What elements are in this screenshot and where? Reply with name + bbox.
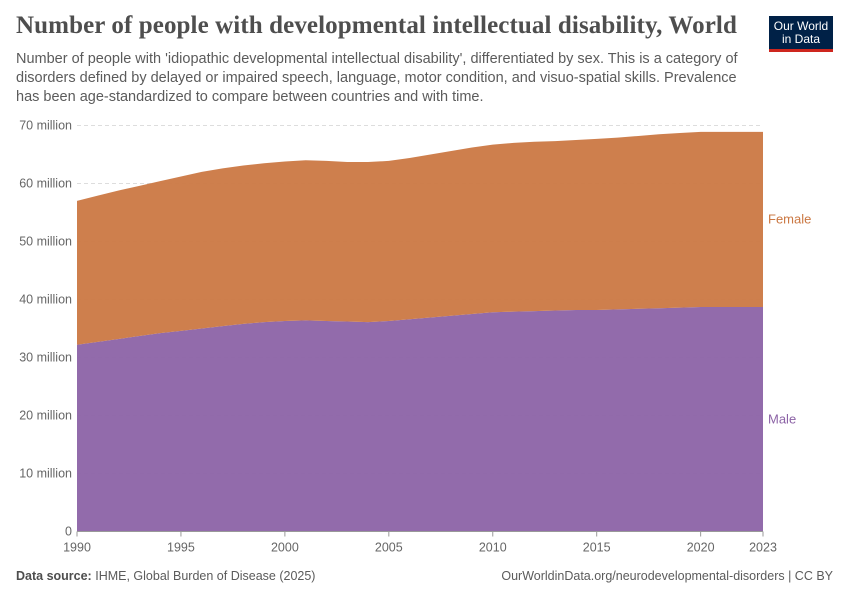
source-label: Data source: — [16, 569, 92, 583]
x-tick-label: 1995 — [167, 541, 195, 555]
area-female — [77, 131, 763, 345]
owid-logo[interactable]: Our World in Data — [769, 16, 833, 52]
chart-subtitle: Number of people with 'idiopathic develo… — [16, 51, 738, 105]
x-tick-label: 2020 — [687, 541, 715, 555]
chart-title: Number of people with developmental inte… — [16, 12, 737, 39]
x-tick-label: 1990 — [63, 541, 91, 555]
x-tick-label: 2000 — [271, 541, 299, 555]
y-tick-label: 70 million — [19, 119, 72, 133]
y-tick-label: 60 million — [19, 177, 72, 191]
data-source: Data source: IHME, Global Burden of Dise… — [16, 569, 315, 583]
x-tick-label: 2015 — [583, 541, 611, 555]
legend-label-male: Male — [768, 411, 796, 426]
y-tick-label: 20 million — [19, 409, 72, 423]
y-tick-label: 40 million — [19, 293, 72, 307]
y-tick-label: 30 million — [19, 351, 72, 365]
y-tick-label: 0 — [65, 525, 72, 539]
area-male — [77, 307, 763, 532]
x-tick-label: 2010 — [479, 541, 507, 555]
x-tick-label: 2005 — [375, 541, 403, 555]
source-text[interactable]: IHME, Global Burden of Disease (2025) — [95, 569, 316, 583]
y-tick-label: 10 million — [19, 467, 72, 481]
x-tick-label: 2023 — [749, 541, 777, 555]
legend-label-female: Female — [768, 211, 811, 226]
y-tick-label: 50 million — [19, 235, 72, 249]
footer-url[interactable]: OurWorldinData.org/neurodevelopmental-di… — [501, 569, 833, 583]
